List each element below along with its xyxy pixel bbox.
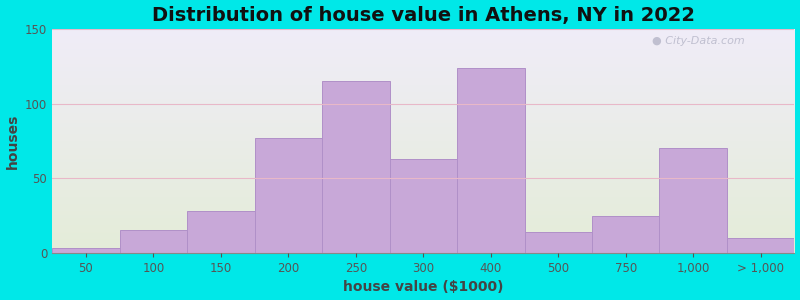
Bar [187, 211, 254, 253]
Bar [659, 148, 727, 253]
Title: Distribution of house value in Athens, NY in 2022: Distribution of house value in Athens, N… [152, 6, 695, 25]
Text: ● City-Data.com: ● City-Data.com [651, 36, 744, 46]
Bar [120, 230, 187, 253]
Y-axis label: houses: houses [6, 113, 19, 169]
Bar [592, 215, 659, 253]
Bar [457, 68, 525, 253]
Bar [52, 248, 120, 253]
Bar [525, 232, 592, 253]
Bar [727, 238, 794, 253]
Bar [254, 138, 322, 253]
Bar [390, 159, 457, 253]
Bar [322, 81, 390, 253]
X-axis label: house value ($1000): house value ($1000) [343, 280, 503, 294]
